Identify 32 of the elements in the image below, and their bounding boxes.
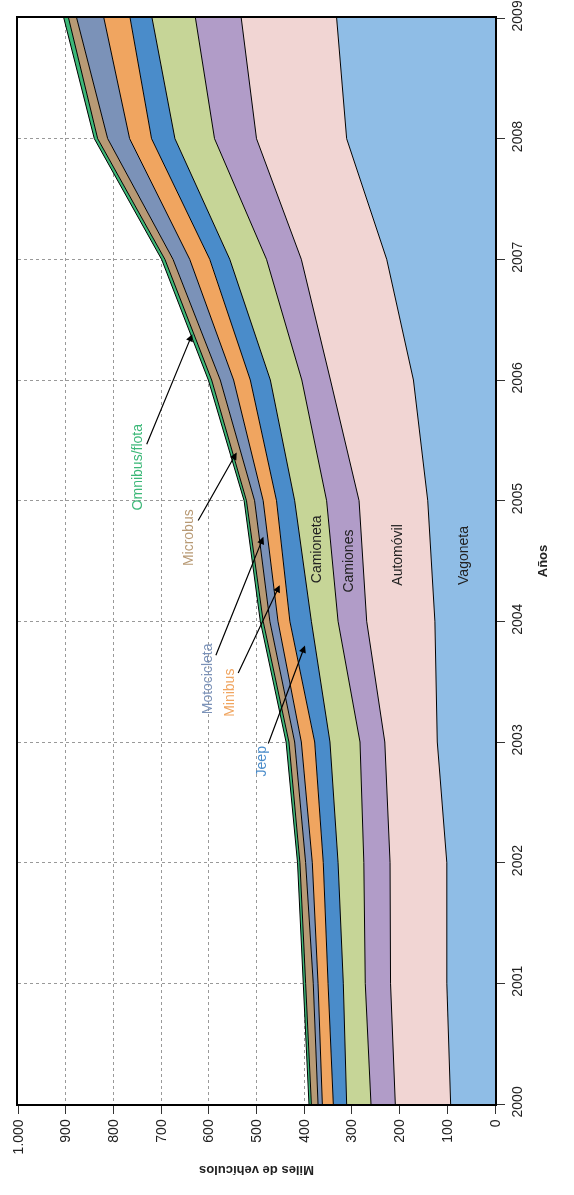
text: Microbus <box>180 509 197 567</box>
series-label: Vagoneta <box>455 525 472 585</box>
x-axis-title: Miles de vehículos <box>199 1162 314 1178</box>
y-tick-label: 2008 <box>508 120 525 153</box>
x-tick-label: 400 <box>295 1119 312 1143</box>
series-label: Automóvil <box>388 524 405 586</box>
x-tick-label: 300 <box>343 1119 360 1143</box>
y-tick-label: 2000 <box>508 1086 525 1118</box>
y-tick-label: 2006 <box>508 362 525 394</box>
text: Omnibus/flota <box>129 423 146 511</box>
x-tick-label: 600 <box>200 1119 217 1143</box>
y-tick-label: 2003 <box>508 724 525 756</box>
series-label: Camiones <box>339 529 356 593</box>
x-tick-label: 700 <box>152 1119 169 1143</box>
y-tick-label: 2009 <box>508 0 525 32</box>
y-tick-label: 2002 <box>508 844 525 877</box>
x-tick-label: 100 <box>438 1119 455 1143</box>
y-tick-label: 2007 <box>508 241 525 273</box>
series-label: Camioneta <box>308 515 325 584</box>
y-tick-label: 2001 <box>508 965 525 997</box>
text: Jeep <box>253 745 270 777</box>
x-tick-label: 0 <box>486 1119 503 1128</box>
y-axis-title: Años <box>534 544 550 578</box>
y-tick-label: 2004 <box>508 603 525 635</box>
x-tick-label: 800 <box>104 1119 121 1143</box>
x-tick-label: 200 <box>391 1119 408 1143</box>
x-tick-label: 1.000 <box>9 1119 26 1155</box>
y-tick-label: 2005 <box>508 482 525 515</box>
text: Minibus <box>220 668 237 717</box>
text: Motocicleta <box>198 643 215 715</box>
x-tick-label: 900 <box>57 1119 74 1143</box>
x-tick-label: 500 <box>248 1119 265 1143</box>
